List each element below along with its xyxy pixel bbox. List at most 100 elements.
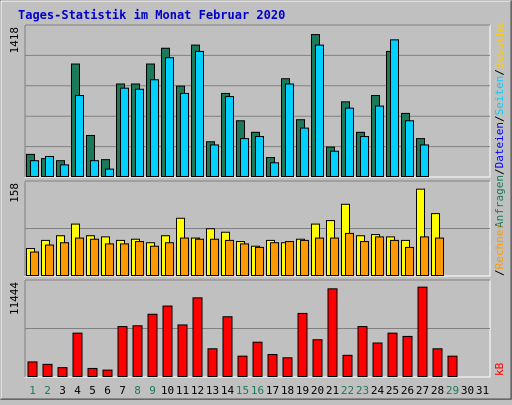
bar-rechner-day-27 bbox=[420, 236, 429, 276]
bar-dateien-day-12 bbox=[195, 50, 204, 177]
bar-kb-day-6 bbox=[102, 369, 113, 378]
x-tick-label: 20 bbox=[311, 384, 324, 397]
bar-kb-day-26 bbox=[402, 335, 413, 378]
bar-kb-day-11 bbox=[177, 324, 188, 377]
bar-kb-day-23 bbox=[357, 326, 368, 378]
bar-rechner-day-7 bbox=[120, 243, 129, 277]
bar-rechner-day-2 bbox=[45, 244, 54, 276]
legend-entry: Seiten bbox=[493, 76, 506, 116]
bar-dateien-day-4 bbox=[75, 95, 84, 177]
x-tick-label: 26 bbox=[401, 384, 414, 397]
bar-kb-day-10 bbox=[162, 305, 173, 377]
bar-rechner-day-25 bbox=[390, 239, 399, 276]
x-tick-label: 21 bbox=[326, 384, 339, 397]
bar-dateien-day-1 bbox=[30, 160, 39, 178]
legend-entry: kB bbox=[493, 362, 506, 376]
bar-kb-day-29 bbox=[447, 355, 458, 377]
bar-dateien-day-13 bbox=[210, 144, 219, 177]
bar-dateien-day-7 bbox=[120, 87, 129, 177]
bar-kb-day-22 bbox=[342, 354, 353, 378]
bar-dateien-day-15 bbox=[240, 138, 249, 177]
bar-dateien-day-26 bbox=[405, 120, 414, 177]
bar-kb-day-21 bbox=[327, 288, 338, 378]
bar-rechner-day-17 bbox=[270, 242, 279, 276]
x-tick-label: 22 bbox=[341, 384, 354, 397]
bar-kb-day-16 bbox=[252, 341, 263, 377]
bar-dateien-day-10 bbox=[165, 57, 174, 178]
bar-rechner-day-19 bbox=[300, 239, 309, 276]
bar-kb-day-3 bbox=[57, 367, 68, 378]
bar-rechner-day-15 bbox=[240, 243, 249, 277]
bar-dateien-day-23 bbox=[360, 136, 369, 177]
bar-kb-day-1 bbox=[27, 361, 38, 377]
bar-dateien-day-21 bbox=[330, 150, 339, 177]
bar-rechner-day-21 bbox=[330, 237, 339, 277]
legend-top: Anfragen/Dateien/Seiten/Besuche bbox=[493, 23, 506, 228]
x-tick-label: 12 bbox=[191, 384, 204, 397]
x-tick-label: 25 bbox=[386, 384, 399, 397]
bar-rechner-day-20 bbox=[315, 237, 324, 277]
x-tick-label: 29 bbox=[446, 384, 459, 397]
bar-dateien-day-6 bbox=[105, 168, 114, 178]
bar-dateien-day-22 bbox=[345, 107, 354, 177]
x-tick-label: 1 bbox=[29, 384, 36, 397]
y-max-label: 1418 bbox=[8, 27, 21, 54]
x-tick-label: 16 bbox=[251, 384, 264, 397]
bar-rechner-day-10 bbox=[165, 242, 174, 276]
bar-kb-day-8 bbox=[132, 325, 143, 377]
bar-rechner-day-14 bbox=[225, 239, 234, 276]
bar-dateien-day-5 bbox=[90, 160, 99, 178]
bar-kb-day-24 bbox=[372, 342, 383, 378]
bar-rechner-day-23 bbox=[360, 241, 369, 277]
x-tick-label: 27 bbox=[416, 384, 429, 397]
bar-kb-day-17 bbox=[267, 354, 278, 377]
x-tick-label: 17 bbox=[266, 384, 279, 397]
bar-kb-day-27 bbox=[417, 286, 428, 377]
bar-kb-day-20 bbox=[312, 339, 323, 377]
bar-dateien-day-16 bbox=[255, 136, 264, 177]
x-tick-label: 24 bbox=[371, 384, 385, 397]
bar-kb-day-28 bbox=[432, 348, 443, 378]
bar-rechner-day-6 bbox=[105, 243, 114, 277]
bar-rechner-day-1 bbox=[30, 251, 39, 276]
x-tick-label: 8 bbox=[134, 384, 141, 397]
x-tick-label: 11 bbox=[176, 384, 189, 397]
legend-entry: / bbox=[493, 168, 506, 175]
bar-rechner-day-11 bbox=[180, 237, 189, 277]
bar-rechner-day-5 bbox=[90, 238, 99, 276]
bar-kb-day-4 bbox=[72, 332, 83, 377]
bar-dateien-day-20 bbox=[315, 44, 324, 178]
bar-rechner-day-22 bbox=[345, 232, 354, 276]
bar-rechner-day-16 bbox=[255, 246, 264, 277]
legend-entry: Rechner bbox=[493, 223, 506, 270]
legend-entry: Anfragen bbox=[493, 175, 506, 228]
x-tick-label: 18 bbox=[281, 384, 294, 397]
bar-rechner-day-13 bbox=[210, 238, 219, 276]
bar-dateien-day-25 bbox=[390, 39, 399, 178]
x-tick-label: 31 bbox=[476, 384, 489, 397]
x-tick-label: 28 bbox=[431, 384, 444, 397]
bar-kb-day-2 bbox=[42, 363, 53, 377]
bar-kb-day-25 bbox=[387, 332, 398, 377]
bar-dateien-day-27 bbox=[420, 144, 429, 177]
x-tick-label: 13 bbox=[206, 384, 219, 397]
bar-dateien-day-19 bbox=[300, 127, 309, 177]
x-tick-label: 6 bbox=[104, 384, 111, 397]
bar-dateien-day-11 bbox=[180, 92, 189, 177]
x-tick-label: 3 bbox=[59, 384, 66, 397]
bar-rechner-day-18 bbox=[285, 241, 294, 277]
x-tick-label: 4 bbox=[74, 384, 81, 397]
bar-rechner-day-9 bbox=[150, 245, 159, 276]
x-tick-label: 9 bbox=[149, 384, 156, 397]
panel-3: 11444 bbox=[8, 279, 491, 378]
bar-kb-day-5 bbox=[87, 367, 98, 377]
legend-entry: / bbox=[493, 269, 506, 276]
x-tick-label: 5 bbox=[89, 384, 96, 397]
bar-rechner-day-28 bbox=[435, 237, 444, 277]
bar-dateien-day-14 bbox=[225, 96, 234, 177]
bar-kb-day-14 bbox=[222, 316, 233, 378]
chart-panels: 1418 158 11444 bbox=[8, 24, 491, 378]
bar-kb-day-9 bbox=[147, 313, 158, 377]
